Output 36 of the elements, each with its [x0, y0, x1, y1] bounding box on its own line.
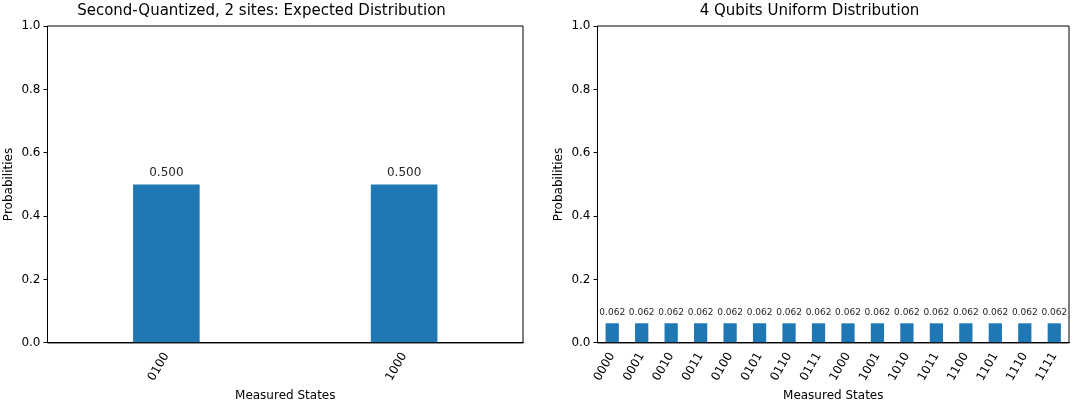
y-tick-label: 0.6: [21, 144, 41, 159]
x-axis-title: Measured States: [235, 387, 336, 402]
y-tick-label: 0.4: [571, 208, 591, 223]
y-tick-label: 0.2: [571, 271, 591, 286]
data-label: 0.062: [717, 307, 743, 318]
data-label: 0.500: [386, 164, 422, 179]
data-label: 0.062: [687, 307, 714, 318]
y-tick-label: 0.0: [571, 335, 591, 350]
y-tick-label: 1.0: [571, 18, 591, 33]
x-axis-title: Measured States: [783, 387, 884, 402]
y-tick-label: 0.6: [571, 144, 591, 159]
y-tick-label: 1.0: [21, 18, 41, 33]
y-axis-title: Probabilities: [551, 147, 566, 222]
chart-title: Second-Quantized, 2 sites: Expected Distribution: [77, 0, 446, 19]
data-label: 0.062: [746, 307, 773, 318]
data-label: 0.062: [1041, 307, 1068, 318]
y-tick-label: 0.4: [21, 208, 41, 223]
data-label: 0.062: [952, 307, 979, 318]
y-tick-label: 0.0: [21, 335, 41, 350]
data-label: 0.062: [923, 307, 950, 318]
data-label: 0.062: [982, 307, 1009, 318]
y-tick-label: 0.2: [21, 271, 41, 286]
data-label: 0.062: [1011, 307, 1038, 318]
data-label: 0.062: [835, 307, 861, 318]
data-label: 0.062: [628, 307, 655, 318]
data-label: 0.062: [776, 307, 802, 318]
data-label: 0.062: [658, 307, 685, 318]
y-axis-title: Probabilities: [1, 147, 16, 222]
y-tick-label: 0.8: [571, 81, 591, 96]
chart-title: 4 Qubits Uniform Distribution: [699, 0, 920, 19]
data-label: 0.062: [599, 307, 626, 318]
data-label: 0.500: [149, 164, 184, 179]
data-label: 0.062: [864, 307, 891, 318]
data-label: 0.062: [805, 307, 832, 318]
y-tick-label: 0.8: [21, 81, 41, 96]
data-label: 0.062: [894, 307, 920, 318]
